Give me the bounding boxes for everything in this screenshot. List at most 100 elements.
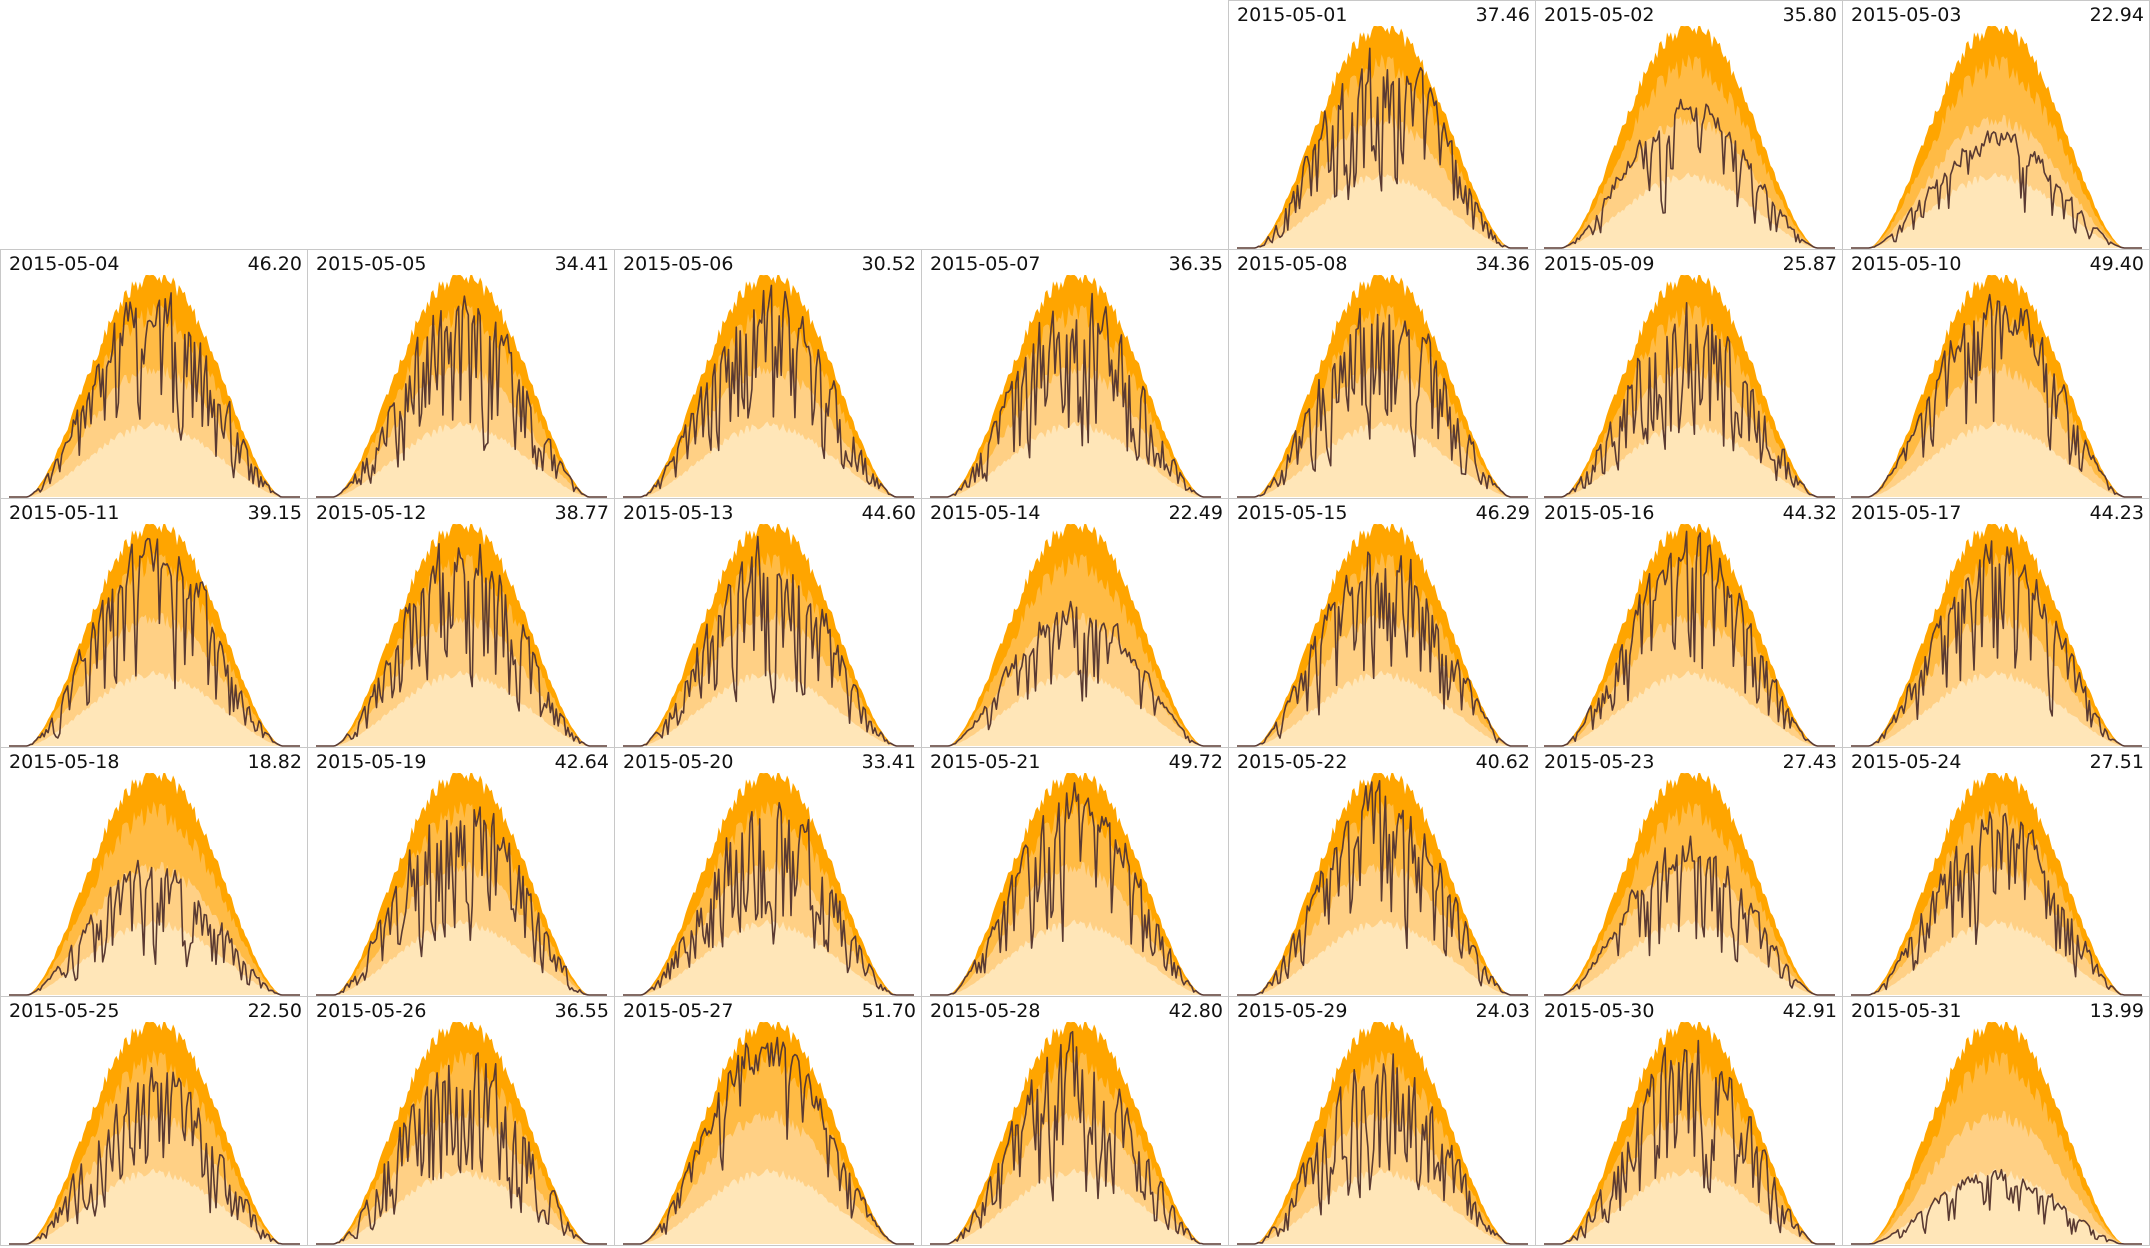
day-date-label: 2015-05-21 (930, 751, 1041, 773)
daily-production-line (9, 859, 300, 996)
day-plot (316, 773, 607, 996)
day-plot (1237, 773, 1528, 996)
day-date-label: 2015-05-15 (1237, 502, 1348, 524)
day-date-label: 2015-05-29 (1237, 1000, 1348, 1022)
day-total-label: 36.55 (554, 1000, 609, 1022)
day-cell: 2015-05-10 49.40 (1842, 249, 2150, 499)
day-plot (1544, 773, 1835, 996)
day-date-label: 2015-05-01 (1237, 4, 1348, 26)
day-total-label: 44.23 (2089, 502, 2144, 524)
day-total-label: 35.80 (1782, 4, 1837, 26)
day-cell: 2015-05-23 27.43 (1535, 747, 1843, 997)
day-date-label: 2015-05-28 (930, 1000, 1041, 1022)
percentile-band (1544, 1168, 1835, 1244)
daily-production-line (1851, 130, 2142, 249)
day-cell: 2015-05-11 39.15 (0, 498, 308, 748)
day-plot (930, 1022, 1221, 1245)
day-plot (1544, 524, 1835, 747)
percentile-band (1237, 919, 1528, 995)
day-plot (930, 773, 1221, 996)
day-total-label: 13.99 (2089, 1000, 2144, 1022)
percentile-band (930, 919, 1221, 995)
day-cell: 2015-05-24 27.51 (1842, 747, 2150, 997)
day-total-label: 46.29 (1475, 502, 1530, 524)
day-total-label: 33.41 (861, 751, 916, 773)
day-cell: 2015-05-08 34.36 (1228, 249, 1536, 499)
daily-production-line (1851, 293, 2142, 498)
daily-production-line (1237, 551, 1528, 747)
day-date-label: 2015-05-16 (1544, 502, 1655, 524)
daily-production-line (1544, 530, 1835, 747)
day-cell: 2015-05-07 36.35 (921, 249, 1229, 499)
percentile-band (316, 670, 607, 746)
day-total-label: 39.15 (247, 502, 302, 524)
daily-production-line (623, 284, 914, 498)
day-total-label: 42.80 (1168, 1000, 1223, 1022)
percentile-band (1851, 421, 2142, 497)
day-plot (930, 524, 1221, 747)
percentile-band (1544, 172, 1835, 248)
day-plot (1851, 1022, 2142, 1245)
day-date-label: 2015-05-13 (623, 502, 734, 524)
day-plot (1851, 275, 2142, 498)
percentile-band (1237, 670, 1528, 746)
day-total-label: 27.43 (1782, 751, 1837, 773)
day-cell: 2015-05-19 42.64 (307, 747, 615, 997)
day-date-label: 2015-05-31 (1851, 1000, 1962, 1022)
day-cell: 2015-05-25 22.50 (0, 996, 308, 1246)
day-total-label: 22.49 (1168, 502, 1223, 524)
day-plot (1237, 26, 1528, 249)
day-cell: 2015-05-31 13.99 (1842, 996, 2150, 1246)
day-cell: 2015-05-22 40.62 (1228, 747, 1536, 997)
day-plot (1544, 1022, 1835, 1245)
day-cell: 2015-05-01 37.46 (1228, 0, 1536, 250)
day-plot (1237, 1022, 1528, 1245)
day-total-label: 38.77 (554, 502, 609, 524)
day-total-label: 36.35 (1168, 253, 1223, 275)
day-cell: 2015-05-26 36.55 (307, 996, 615, 1246)
day-total-label: 37.46 (1475, 4, 1530, 26)
daily-production-line (623, 1036, 914, 1245)
day-total-label: 42.64 (554, 751, 609, 773)
percentile-band (623, 919, 914, 995)
daily-production-line (9, 292, 300, 498)
day-date-label: 2015-05-08 (1237, 253, 1348, 275)
day-plot (1544, 26, 1835, 249)
day-plot (623, 524, 914, 747)
daily-production-line (930, 1030, 1221, 1245)
day-plot (1237, 524, 1528, 747)
daily-production-line (623, 802, 914, 996)
day-plot (623, 773, 914, 996)
day-date-label: 2015-05-14 (930, 502, 1041, 524)
daily-production-line (316, 295, 607, 498)
day-cell: 2015-05-28 42.80 (921, 996, 1229, 1246)
daily-production-line (930, 292, 1221, 498)
day-total-label: 18.82 (247, 751, 302, 773)
day-cell: 2015-05-14 22.49 (921, 498, 1229, 748)
day-plot (316, 1022, 607, 1245)
percentile-band (316, 1168, 607, 1244)
day-cell: 2015-05-29 24.03 (1228, 996, 1536, 1246)
day-date-label: 2015-05-27 (623, 1000, 734, 1022)
percentile-band (623, 670, 914, 746)
day-total-label: 34.36 (1475, 253, 1530, 275)
day-cell: 2015-05-20 33.41 (614, 747, 922, 997)
percentile-band (1237, 421, 1528, 497)
daily-production-line (1237, 780, 1528, 996)
day-plot (623, 275, 914, 498)
day-cell: 2015-05-17 44.23 (1842, 498, 2150, 748)
percentile-band (1851, 172, 2142, 248)
day-date-label: 2015-05-07 (930, 253, 1041, 275)
day-plot (1237, 275, 1528, 498)
day-total-label: 49.72 (1168, 751, 1223, 773)
day-date-label: 2015-05-18 (9, 751, 120, 773)
day-cell: 2015-05-16 44.32 (1535, 498, 1843, 748)
day-date-label: 2015-05-26 (316, 1000, 427, 1022)
day-date-label: 2015-05-20 (623, 751, 734, 773)
percentile-band (1544, 670, 1835, 746)
day-plot (9, 275, 300, 498)
percentile-band (1237, 1168, 1528, 1244)
daily-production-line (1237, 1053, 1528, 1245)
day-date-label: 2015-05-04 (9, 253, 120, 275)
